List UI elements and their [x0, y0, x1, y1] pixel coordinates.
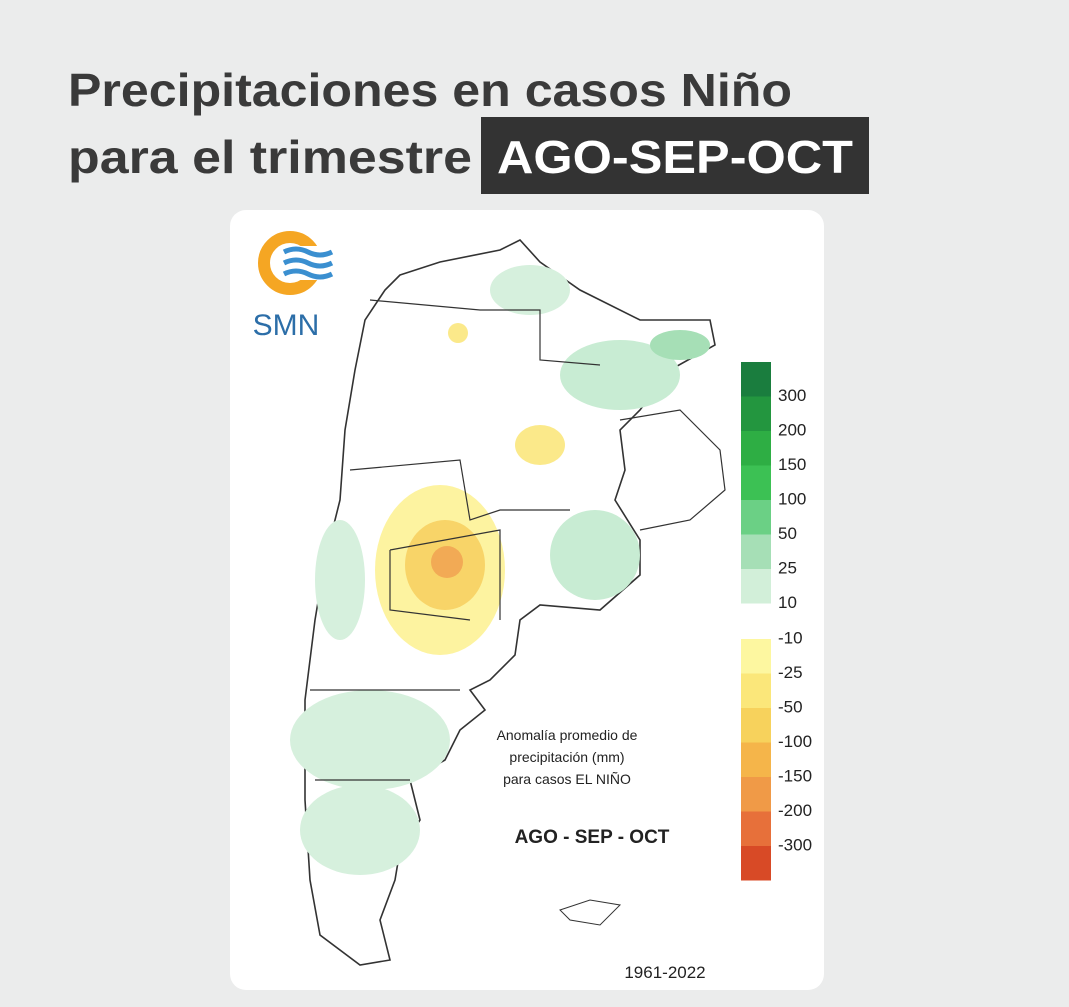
anomaly-area	[300, 785, 420, 875]
legend-label: 300	[778, 386, 806, 405]
legend-label: -25	[778, 663, 803, 682]
annotation-line: para casos EL NIÑO	[503, 771, 631, 787]
legend-label: -10	[778, 628, 803, 647]
logo-text: SMN	[253, 309, 320, 342]
legend-swatch	[741, 362, 771, 397]
legend-swatch	[741, 742, 771, 777]
title-line-1: Precipitaciones en casos Niño	[68, 64, 792, 116]
annotation-line: Anomalía promedio de	[497, 727, 638, 743]
years-label: 1961-2022	[624, 963, 705, 982]
legend-swatch	[741, 846, 771, 881]
legend-swatch	[741, 673, 771, 708]
legend-swatch	[741, 465, 771, 500]
legend-swatch	[741, 431, 771, 466]
legend-label: 200	[778, 420, 806, 439]
neighbor-border	[619, 409, 726, 531]
legend-label: 10	[778, 593, 797, 612]
legend-swatch	[741, 811, 771, 846]
legend-swatch	[741, 708, 771, 743]
anomaly-area	[550, 510, 640, 600]
anomaly-area	[515, 425, 565, 465]
title-line-2: para el trimestre	[68, 131, 472, 183]
smn-logo: SMN	[253, 231, 338, 342]
anomaly-area	[650, 330, 710, 360]
anomaly-area	[431, 546, 463, 578]
period-label: AGO - SEP - OCT	[515, 827, 670, 848]
legend-label: -300	[778, 835, 812, 854]
legend-swatch	[741, 534, 771, 569]
anomaly-area	[290, 690, 450, 790]
legend-label: 150	[778, 455, 806, 474]
islands	[559, 899, 622, 926]
legend-label: -50	[778, 697, 803, 716]
legend-label: 50	[778, 524, 797, 543]
anomaly-area	[315, 520, 365, 640]
title-highlight: AGO-SEP-OCT	[497, 131, 853, 183]
legend-label: -100	[778, 732, 812, 751]
legend-label: 100	[778, 489, 806, 508]
legend-swatch	[741, 500, 771, 535]
annotation-line: precipitación (mm)	[509, 749, 624, 765]
province-borders	[310, 299, 601, 781]
legend-label: -150	[778, 766, 812, 785]
anomaly-area	[490, 265, 570, 315]
highlight-box	[481, 117, 869, 194]
legend-label: -200	[778, 801, 812, 820]
logo-waves	[282, 246, 334, 280]
legend-swatch	[741, 569, 771, 604]
legend-swatch	[741, 777, 771, 812]
anomaly-area	[448, 323, 468, 343]
legend-swatch	[741, 396, 771, 431]
anomaly-area	[560, 340, 680, 410]
legend-swatch	[741, 639, 771, 674]
map	[290, 239, 726, 966]
legend-label: 25	[778, 558, 797, 577]
legend: 300 200 150 100 50 25 10 -10 -25 -50 -100 -150 -200 -…	[741, 362, 812, 881]
